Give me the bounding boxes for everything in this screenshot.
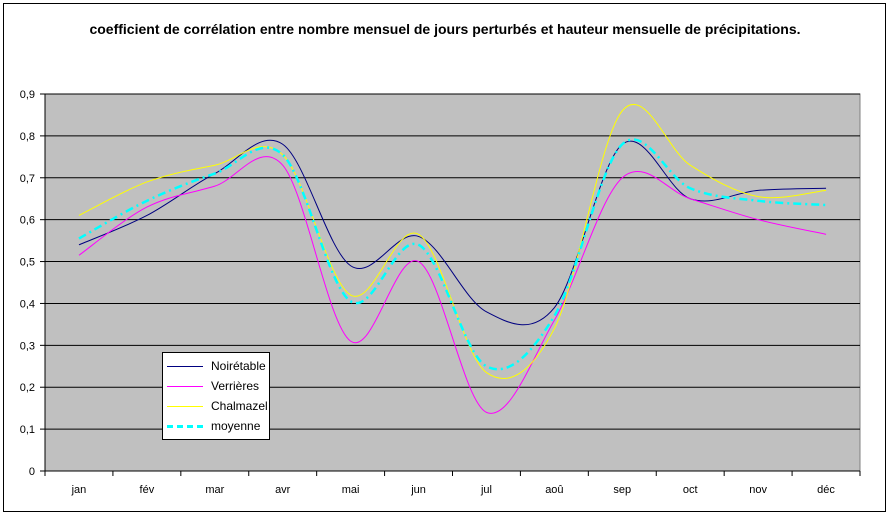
y-tick-label: 0,3 (20, 340, 35, 352)
chart-title: coefficient de corrélation entre nombre … (89, 21, 801, 37)
y-tick-label: 0,2 (20, 382, 35, 394)
legend-label: Verrières (211, 379, 260, 393)
x-tick-label: jul (480, 484, 492, 496)
y-tick-label: 0,5 (20, 257, 35, 269)
legend-swatch (167, 424, 203, 428)
x-tick-label: fév (140, 484, 155, 496)
x-tick-label: mar (205, 484, 224, 496)
legend-label: Chalmazel (211, 399, 268, 413)
legend: Noirétable Verrières Chalmazel moyenne (162, 352, 270, 440)
x-tick-label: mai (342, 484, 360, 496)
legend-label: moyenne (211, 419, 261, 433)
y-tick-label: 0,4 (20, 298, 35, 310)
series-line-verrières (78, 156, 827, 414)
y-tick-label: 0,6 (20, 215, 35, 227)
legend-swatch (167, 405, 203, 407)
x-tick-label: sep (613, 484, 631, 496)
x-tick-label: avr (275, 484, 291, 496)
x-tick-label: aoû (545, 484, 563, 496)
legend-swatch (167, 365, 203, 367)
x-tick-label: déc (817, 484, 835, 496)
legend-item: moyenne (167, 417, 260, 435)
legend-item: Noirétable (167, 357, 266, 375)
series-lines (78, 103, 827, 414)
legend-item: Verrières (167, 377, 259, 395)
axes: 0 0,1 0,2 0,3 0,4 0,5 0,6 0,7 0,8 0,9 jan fév mar avr… (20, 89, 861, 496)
y-tick-label: 0,9 (20, 89, 35, 101)
y-tick-label: 0,7 (20, 173, 35, 185)
x-tick-label: jan (71, 484, 87, 496)
x-tick-label: jun (410, 484, 426, 496)
x-tick-label: nov (749, 484, 767, 496)
legend-label: Noirétable (211, 359, 266, 373)
legend-swatch (167, 385, 203, 387)
y-tick-label: 0,1 (20, 424, 35, 436)
y-tick-label: 0,8 (20, 131, 35, 143)
legend-item: Chalmazel (167, 397, 268, 415)
series-line-moyenne (78, 138, 827, 371)
x-tick-label: oct (683, 484, 698, 496)
y-tick-label: 0 (29, 466, 35, 478)
